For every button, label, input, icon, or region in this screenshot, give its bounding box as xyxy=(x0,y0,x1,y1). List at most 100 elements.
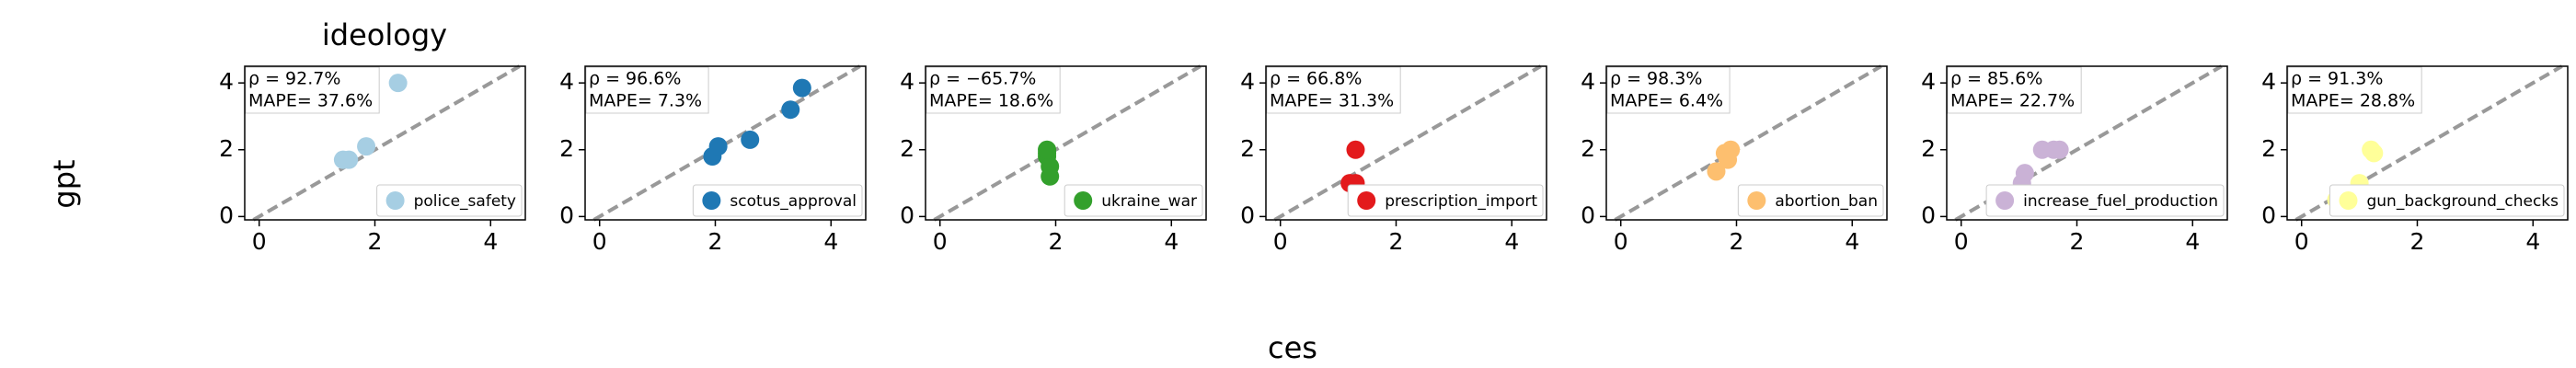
legend-marker xyxy=(385,191,405,210)
subplot: 0 2 4 0 2 4 increase_fuel_production ρ = 85.6%M… xyxy=(1921,64,2228,255)
y-tick-label: 4 xyxy=(219,68,234,95)
legend-box xyxy=(1347,184,1544,217)
annotation-box xyxy=(1947,66,2082,114)
annotation: ρ = 91.3%MAPE= 28.8% xyxy=(2287,66,2422,114)
legend-label: abortion_ban xyxy=(1775,192,1878,211)
legend-box xyxy=(376,184,523,217)
axes-frame xyxy=(925,65,1207,221)
annotation-text: MAPE= 22.7% xyxy=(1950,91,2075,111)
x-tick-label: 0 xyxy=(1273,228,1288,255)
annotation-text: ρ = 92.7% xyxy=(248,69,340,89)
x-tick-label: 0 xyxy=(933,228,948,255)
annotation-text: ρ = 85.6% xyxy=(1950,69,2042,89)
x-tick-label: 2 xyxy=(708,228,723,255)
legend-marker xyxy=(702,191,721,210)
annotation-text: MAPE= 28.8% xyxy=(2291,91,2415,111)
legend-label: police_safety xyxy=(414,192,516,211)
annotation-text: ρ = 96.6% xyxy=(589,69,681,89)
x-tick-label: 0 xyxy=(1614,228,1628,255)
y-tick-label: 4 xyxy=(1240,68,1255,95)
legend: gun_background_checks xyxy=(2329,184,2565,217)
point xyxy=(388,74,408,93)
x-tick-label: 0 xyxy=(2294,228,2309,255)
reference-line xyxy=(592,64,861,222)
x-tick-label: 2 xyxy=(1389,228,1404,255)
y-tick-label: 0 xyxy=(2261,201,2276,228)
axes-frame xyxy=(1946,65,2228,221)
x-tick-label: 4 xyxy=(823,228,838,255)
y-tick-label: 0 xyxy=(900,201,914,228)
point xyxy=(357,137,376,156)
legend-marker xyxy=(1357,191,1376,210)
subplot: 0 2 4 0 2 4 police_safety ρ = 92.7%MAPE= 37.6% xyxy=(219,64,526,255)
subplot: 0 2 4 0 2 4 gun_background_checks ρ = 91.3%MAPE… xyxy=(2261,64,2569,255)
annotation: ρ = 98.3%MAPE= 6.4% xyxy=(1606,66,1731,114)
y-tick-label: 2 xyxy=(2261,135,2276,162)
annotation-text: ρ = −65.7% xyxy=(929,69,1036,89)
point xyxy=(1038,140,1057,159)
reference-line xyxy=(933,64,1202,222)
point xyxy=(1719,150,1738,169)
legend: abortion_ban xyxy=(1737,184,1884,217)
y-tick-label: 0 xyxy=(559,201,574,228)
point xyxy=(1346,140,1365,159)
reference-line xyxy=(1273,64,1542,222)
x-tick-label: 4 xyxy=(1164,228,1179,255)
point xyxy=(2015,164,2034,183)
y-tick-label: 4 xyxy=(900,68,914,95)
y-tick-label: 2 xyxy=(1581,135,1595,162)
y-tick-label: 0 xyxy=(1581,201,1595,228)
legend-box xyxy=(1737,184,1884,217)
x-tick-label: 4 xyxy=(1504,228,1519,255)
legend-label: increase_fuel_production xyxy=(2023,192,2218,211)
annotation-box xyxy=(2287,66,2422,114)
annotation-text: MAPE= 7.3% xyxy=(589,91,702,111)
figure-title: ideology xyxy=(322,17,447,52)
legend-label: gun_background_checks xyxy=(2366,192,2559,211)
legend-box xyxy=(2329,184,2565,217)
annotation-text: MAPE= 31.3% xyxy=(1270,91,1394,111)
point xyxy=(792,78,811,98)
legend-box xyxy=(1064,184,1203,217)
y-tick-label: 0 xyxy=(1921,201,1936,228)
x-tick-label: 0 xyxy=(252,228,267,255)
x-axis-label: ces xyxy=(1268,330,1317,365)
legend-marker xyxy=(1747,191,1766,210)
legend-box xyxy=(692,184,863,217)
annotation: ρ = 85.6%MAPE= 22.7% xyxy=(1947,66,2082,114)
x-tick-label: 0 xyxy=(1954,228,1969,255)
point xyxy=(1041,167,1060,186)
x-tick-label: 4 xyxy=(1845,228,1859,255)
annotation-box xyxy=(245,66,380,114)
annotation-box xyxy=(1266,66,1401,114)
x-tick-label: 4 xyxy=(483,228,498,255)
axes-frame xyxy=(584,65,867,221)
legend: increase_fuel_production xyxy=(1985,184,2225,217)
legend-marker xyxy=(1995,191,2015,210)
subplot: 0 2 4 0 2 4 abortion_ban ρ = 98.3%MAPE= 6.4% xyxy=(1581,64,1888,255)
point xyxy=(781,100,800,120)
y-tick-label: 4 xyxy=(1581,68,1595,95)
annotation-box xyxy=(585,66,709,114)
annotation: ρ = 96.6%MAPE= 7.3% xyxy=(585,66,709,114)
annotation-text: ρ = 91.3% xyxy=(2291,69,2383,89)
annotation-text: MAPE= 6.4% xyxy=(1610,91,1723,111)
annotation-text: MAPE= 37.6% xyxy=(248,91,373,111)
axes-frame xyxy=(1605,65,1888,221)
point xyxy=(741,130,760,149)
legend: police_safety xyxy=(376,184,523,217)
legend-marker xyxy=(2339,191,2358,210)
y-tick-label: 2 xyxy=(1240,135,1255,162)
x-tick-label: 2 xyxy=(1049,228,1064,255)
x-tick-label: 2 xyxy=(368,228,383,255)
y-tick-label: 2 xyxy=(559,135,574,162)
annotation-text: ρ = 66.8% xyxy=(1270,69,1362,89)
annotation: ρ = 66.8%MAPE= 31.3% xyxy=(1266,66,1401,114)
subplot: 0 2 4 0 2 4 ukraine_war ρ = −65.7%MAPE= 18.6% xyxy=(900,64,1207,255)
legend-box xyxy=(1985,184,2225,217)
y-axis-label: gpt xyxy=(47,159,82,208)
annotation: ρ = −65.7%MAPE= 18.6% xyxy=(926,66,1061,114)
annotation-text: MAPE= 18.6% xyxy=(929,91,1053,111)
y-tick-label: 0 xyxy=(219,201,234,228)
